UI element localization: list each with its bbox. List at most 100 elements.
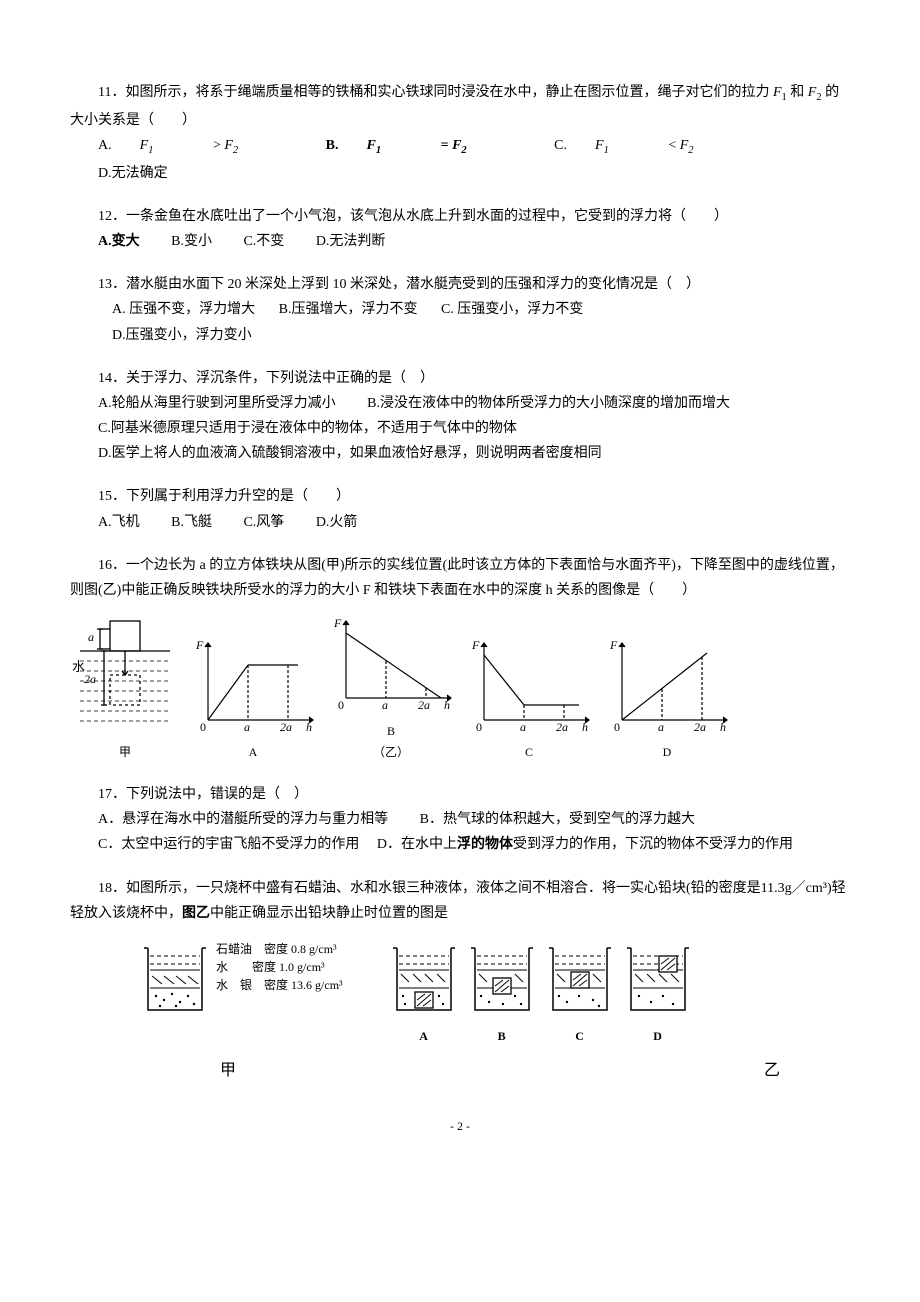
- page-number: - 2 -: [70, 1116, 850, 1138]
- q13-opt-b: B.压强增大，浮力不变: [279, 302, 418, 317]
- q13-options: A. 压强不变，浮力增大 B.压强增大，浮力不变 C. 压强变小，浮力不变 D.…: [112, 297, 850, 347]
- yi-label: （乙）: [326, 742, 456, 764]
- opt-a-label: A: [389, 1026, 459, 1048]
- q18-opt-b: B: [467, 940, 537, 1047]
- q17-opt-c: C．太空中运行的宇宙飞船不受浮力的作用: [98, 837, 359, 852]
- q16-figures: 水 a 2a 甲 F 0 a 2a h A: [70, 613, 850, 764]
- q13-stem: 13．潜水艇由水面下 20 米深处上浮到 10 米深处，潜水艇壳受到的压强和浮力…: [70, 272, 850, 297]
- q15-stem: 15．下列属于利用浮力升空的是（ ）: [70, 484, 850, 509]
- svg-text:2a: 2a: [280, 720, 292, 734]
- q11-opt-c: C.F1 < F2: [554, 133, 749, 161]
- q12-opt-c: C.不变: [243, 229, 284, 254]
- two-a-label: 2a: [84, 672, 96, 686]
- q18-figures: 石蜡油 密度 0.8 g/cm³ 水 密度 1.0 g/cm³ 水 银 密度 1…: [140, 940, 850, 1047]
- svg-text:2a: 2a: [556, 720, 568, 734]
- q14-opt-d: D.医学上将人的血液滴入硫酸铜溶液中，如果血液恰好悬浮，则说明两者密度相同: [70, 441, 850, 466]
- q15-opt-d: D.火箭: [316, 510, 358, 535]
- q18-bottom-labels: 甲 乙: [220, 1057, 780, 1086]
- q14-opt-a: A.轮船从海里行驶到河里所受浮力减小: [98, 396, 336, 411]
- svg-text:0: 0: [200, 720, 206, 734]
- svg-text:F: F: [333, 616, 342, 630]
- chart-c-svg: F 0 a 2a h: [464, 635, 594, 735]
- svg-text:2a: 2a: [418, 698, 430, 712]
- q16-stem: 16．一个边长为 a 的立方体铁块从图(甲)所示的实线位置(此时该立方体的下表面…: [70, 553, 850, 603]
- svg-text:h: h: [444, 698, 450, 712]
- svg-text:2a: 2a: [694, 720, 706, 734]
- q12-opt-a: A.变大: [98, 229, 140, 254]
- jia-svg: 水 a 2a: [70, 615, 180, 735]
- question-13: 13．潜水艇由水面下 20 米深处上浮到 10 米深处，潜水艇壳受到的压强和浮力…: [70, 272, 850, 348]
- svg-text:F: F: [471, 638, 480, 652]
- q17-opt-d: D．在水中上浮的物体受到浮力的作用，下沉的物体不受浮力的作用: [377, 837, 793, 852]
- chart-b-label: B: [326, 721, 456, 743]
- svg-text:F: F: [195, 638, 204, 652]
- svg-text:a: a: [658, 720, 664, 734]
- q17-line1: A．悬浮在海水中的潜艇所受的浮力与重力相等 B．热气球的体积越大，受到空气的浮力…: [70, 807, 850, 832]
- q16-chart-a: F 0 a 2a h A: [188, 635, 318, 764]
- opt-b-label: B: [467, 1026, 537, 1048]
- jia-beaker-svg: [140, 940, 210, 1018]
- svg-text:0: 0: [338, 698, 344, 712]
- q14-opt-c: C.阿基米德原理只适用于浸在液体中的物体，不适用于气体中的物体: [70, 416, 850, 441]
- q13-opt-c: C. 压强变小，浮力不变: [441, 302, 583, 317]
- q18-beaker-jia: 石蜡油 密度 0.8 g/cm³ 水 密度 1.0 g/cm³ 水 银 密度 1…: [140, 940, 343, 1018]
- q17-opt-a: A．悬浮在海水中的潜艇所受的浮力与重力相等: [98, 812, 388, 827]
- question-17: 17．下列说法中，错误的是（ ） A．悬浮在海水中的潜艇所受的浮力与重力相等 B…: [70, 782, 850, 858]
- opt-a-svg: [389, 940, 459, 1018]
- q11-opt-d: D.无法确定: [98, 161, 168, 186]
- q14-opt-b: B.浸没在液体中的物体所受浮力的大小随深度的增加而增大: [367, 396, 730, 411]
- svg-text:h: h: [720, 720, 726, 734]
- chart-b-svg: F 0 a 2a h: [326, 613, 456, 713]
- jia-label: 甲: [220, 1057, 236, 1086]
- q16-diagram-jia: 水 a 2a 甲: [70, 615, 180, 764]
- q11-stem: 11．如图所示，将系于绳端质量相等的铁桶和实心铁球同时浸没在水中，静止在图示位置…: [70, 80, 850, 133]
- q17-stem: 17．下列说法中，错误的是（ ）: [70, 782, 850, 807]
- q15-options: A.飞机 B.飞艇 C.风筝 D.火箭: [98, 510, 850, 535]
- opt-b-svg: [467, 940, 537, 1018]
- q11-opt-b: B.F1 = F2: [326, 133, 523, 161]
- question-16: 16．一个边长为 a 的立方体铁块从图(甲)所示的实线位置(此时该立方体的下表面…: [70, 553, 850, 764]
- q15-opt-c: C.风筝: [243, 510, 284, 535]
- chart-d-svg: F 0 a 2a h: [602, 635, 732, 735]
- q18-stem: 18．如图所示，一只烧杯中盛有石蜡油、水和水银三种液体，液体之间不相溶合．将一实…: [70, 876, 850, 926]
- svg-text:0: 0: [476, 720, 482, 734]
- q13-opt-a: A. 压强不变，浮力增大: [112, 302, 255, 317]
- f2-sub: 2: [816, 92, 821, 103]
- q13-opt-d: D.压强变小，浮力变小: [112, 328, 252, 343]
- chart-d-label: D: [602, 742, 732, 764]
- jia-legend: 石蜡油 密度 0.8 g/cm³ 水 密度 1.0 g/cm³ 水 银 密度 1…: [216, 940, 343, 994]
- q15-opt-a: A.飞机: [98, 510, 140, 535]
- svg-text:a: a: [244, 720, 250, 734]
- opt-d-svg: [623, 940, 693, 1018]
- q15-opt-b: B.飞艇: [171, 510, 212, 535]
- q12-opt-d: D.无法判断: [316, 229, 386, 254]
- q18-opt-c: C: [545, 940, 615, 1047]
- q12-stem: 12．一条金鱼在水底吐出了一个小气泡，该气泡从水底上升到水面的过程中，它受到的浮…: [70, 204, 850, 229]
- svg-text:0: 0: [614, 720, 620, 734]
- q14-stem: 14．关于浮力、浮沉条件，下列说法中正确的是（ ）: [70, 366, 850, 391]
- q16-chart-b: F 0 a 2a h B （乙）: [326, 613, 456, 764]
- q11-options: A.F1 > F2 B.F1 = F2 C.F1 < F2 D.无法确定: [98, 133, 850, 186]
- opt-c-svg: [545, 940, 615, 1018]
- chart-a-svg: F 0 a 2a h: [188, 635, 318, 735]
- chart-a-label: A: [188, 742, 318, 764]
- a-label: a: [88, 630, 94, 644]
- q12-opt-b: B.变小: [171, 229, 212, 254]
- question-18: 18．如图所示，一只烧杯中盛有石蜡油、水和水银三种液体，液体之间不相溶合．将一实…: [70, 876, 850, 1086]
- svg-text:h: h: [582, 720, 588, 734]
- q11-opt-a: A.F1 > F2: [98, 133, 294, 161]
- q16-chart-c: F 0 a 2a h C: [464, 635, 594, 764]
- q18-opt-a: A: [389, 940, 459, 1047]
- q14-line1: A.轮船从海里行驶到河里所受浮力减小 B.浸没在液体中的物体所受浮力的大小随深度…: [70, 391, 850, 416]
- q12-options: A.变大 B.变小 C.不变 D.无法判断: [98, 229, 850, 254]
- opt-c-label: C: [545, 1026, 615, 1048]
- q18-opt-d: D: [623, 940, 693, 1047]
- svg-text:a: a: [520, 720, 526, 734]
- chart-c-label: C: [464, 742, 594, 764]
- q17-opt-b: B．热气球的体积越大，受到空气的浮力越大: [420, 812, 695, 827]
- q11-text2: 和: [790, 85, 804, 100]
- svg-text:a: a: [382, 698, 388, 712]
- q17-line2: C．太空中运行的宇宙飞船不受浮力的作用 D．在水中上浮的物体受到浮力的作用，下沉…: [70, 832, 850, 857]
- q16-chart-d: F 0 a 2a h D: [602, 635, 732, 764]
- opt-d-label: D: [623, 1026, 693, 1048]
